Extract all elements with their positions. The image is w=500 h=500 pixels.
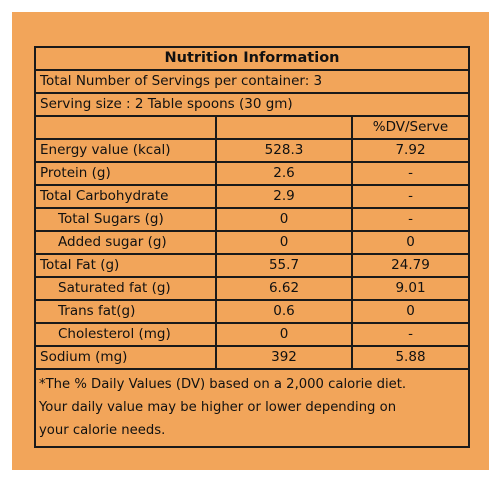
footnote-line: your calorie needs. [39, 423, 166, 438]
nutrient-dv: 24.79 [391, 257, 430, 273]
nutrient-name: Cholesterol (mg) [36, 324, 217, 345]
nutrient-name: Added sugar (g) [36, 232, 217, 253]
table-row: Total Carbohydrate 2.9 - [36, 186, 468, 209]
serving-size: Serving size : 2 Table spoons (30 gm) [40, 96, 293, 112]
nutrient-dv: 7.92 [395, 142, 426, 158]
nutrient-value: 55.7 [217, 255, 353, 276]
table-row: Total Sugars (g) 0 - [36, 209, 468, 232]
footnote: *The % Daily Values (DV) based on a 2,00… [36, 370, 468, 446]
footnote-line: Your daily value may be higher or lower … [39, 400, 397, 415]
nutrient-value: 0 [217, 232, 353, 253]
nutrition-information-table: Nutrition Information Total Number of Se… [34, 46, 470, 448]
table-row: Added sugar (g) 0 0 [36, 232, 468, 255]
nutrient-value: 2.9 [217, 186, 353, 207]
servings-row: Total Number of Servings per container: … [36, 71, 468, 94]
nutrient-value: 2.6 [217, 163, 353, 184]
nutrient-dv: - [408, 165, 413, 181]
nutrient-value: 392 [217, 347, 353, 368]
nutrient-value: 528.3 [217, 140, 353, 161]
nutrient-dv: 0 [406, 303, 415, 319]
nutrient-name: Total Fat (g) [36, 255, 217, 276]
nutrient-value: 0 [217, 209, 353, 230]
nutrient-name: Total Carbohydrate [36, 186, 217, 207]
table-title: Nutrition Information [164, 50, 340, 66]
nutrient-value: 6.62 [217, 278, 353, 299]
nutrient-value: 0 [217, 324, 353, 345]
footnote-line: *The % Daily Values (DV) based on a 2,00… [39, 377, 407, 392]
nutrient-name: Sodium (mg) [36, 347, 217, 368]
column-header-row: %DV/Serve [36, 117, 468, 140]
nutrient-dv: - [408, 211, 413, 227]
table-row: Trans fat(g) 0.6 0 [36, 301, 468, 324]
nutrient-dv: - [408, 326, 413, 342]
table-row: Sodium (mg) 392 5.88 [36, 347, 468, 370]
table-row: Cholesterol (mg) 0 - [36, 324, 468, 347]
table-row: Saturated fat (g) 6.62 9.01 [36, 278, 468, 301]
header-value [217, 117, 353, 138]
nutrient-dv: - [408, 188, 413, 204]
table-title-row: Nutrition Information [36, 48, 468, 71]
table-row: Total Fat (g) 55.7 24.79 [36, 255, 468, 278]
table-row: Protein (g) 2.6 - [36, 163, 468, 186]
nutrient-name: Trans fat(g) [36, 301, 217, 322]
servings-per-container: Total Number of Servings per container: … [40, 73, 323, 89]
nutrient-dv: 9.01 [395, 280, 426, 296]
serving-size-row: Serving size : 2 Table spoons (30 gm) [36, 94, 468, 117]
nutrient-name: Total Sugars (g) [36, 209, 217, 230]
nutrient-name: Saturated fat (g) [36, 278, 217, 299]
label-background [12, 12, 489, 470]
nutrient-value: 0.6 [217, 301, 353, 322]
header-dv: %DV/Serve [372, 119, 449, 135]
header-nutrient [36, 117, 217, 138]
nutrient-name: Energy value (kcal) [36, 140, 217, 161]
nutrient-dv: 0 [406, 234, 415, 250]
nutrient-dv: 5.88 [395, 349, 426, 365]
nutrient-name: Protein (g) [36, 163, 217, 184]
table-row: Energy value (kcal) 528.3 7.92 [36, 140, 468, 163]
